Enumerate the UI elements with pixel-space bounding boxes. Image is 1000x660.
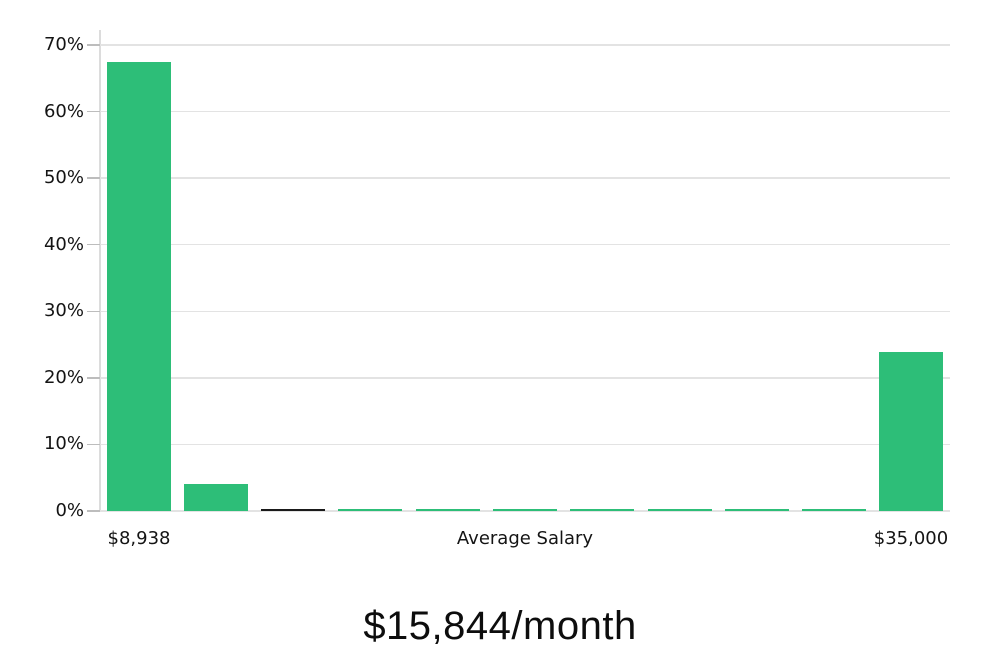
gridline <box>100 44 950 46</box>
bar[interactable] <box>183 483 248 511</box>
bar[interactable] <box>493 509 557 511</box>
gridline <box>100 443 950 446</box>
bar[interactable] <box>261 509 326 511</box>
bar[interactable] <box>724 509 789 511</box>
y-axis-tick <box>87 377 100 379</box>
gridline <box>100 310 950 313</box>
y-tick-label: 50% <box>43 167 84 189</box>
y-axis-tick <box>87 510 100 512</box>
y-axis-tick <box>87 177 100 179</box>
y-tick-label: 60% <box>43 100 84 122</box>
bar[interactable] <box>338 509 403 511</box>
y-tick-label: 40% <box>43 233 84 255</box>
bar[interactable] <box>415 509 480 511</box>
gridline <box>100 110 950 113</box>
y-axis-tick <box>87 44 100 46</box>
gridline <box>100 177 950 179</box>
x-tick-label-min-salary: $8,938 <box>107 528 171 549</box>
bar[interactable] <box>802 509 867 511</box>
bar[interactable] <box>879 351 944 511</box>
y-axis-tick <box>87 443 100 446</box>
bar[interactable] <box>106 62 171 511</box>
y-tick-label: 10% <box>43 433 84 455</box>
y-axis-tick <box>87 110 100 113</box>
gridline <box>100 243 950 246</box>
average-salary-title: $15,844/month <box>363 604 637 648</box>
y-tick-label: 0% <box>55 500 84 521</box>
y-tick-label: 20% <box>43 366 84 388</box>
y-axis-line <box>99 30 101 511</box>
y-tick-label: 70% <box>43 34 84 55</box>
bar[interactable] <box>570 509 635 511</box>
x-axis-label: Average Salary <box>456 528 594 549</box>
x-tick-label-max-salary: $35,000 <box>873 528 949 549</box>
gridline <box>100 377 950 379</box>
gridline <box>100 510 950 512</box>
bar[interactable] <box>647 509 712 511</box>
y-tick-label: 30% <box>43 300 84 322</box>
y-axis-tick <box>87 243 100 246</box>
y-axis-tick <box>87 310 100 313</box>
